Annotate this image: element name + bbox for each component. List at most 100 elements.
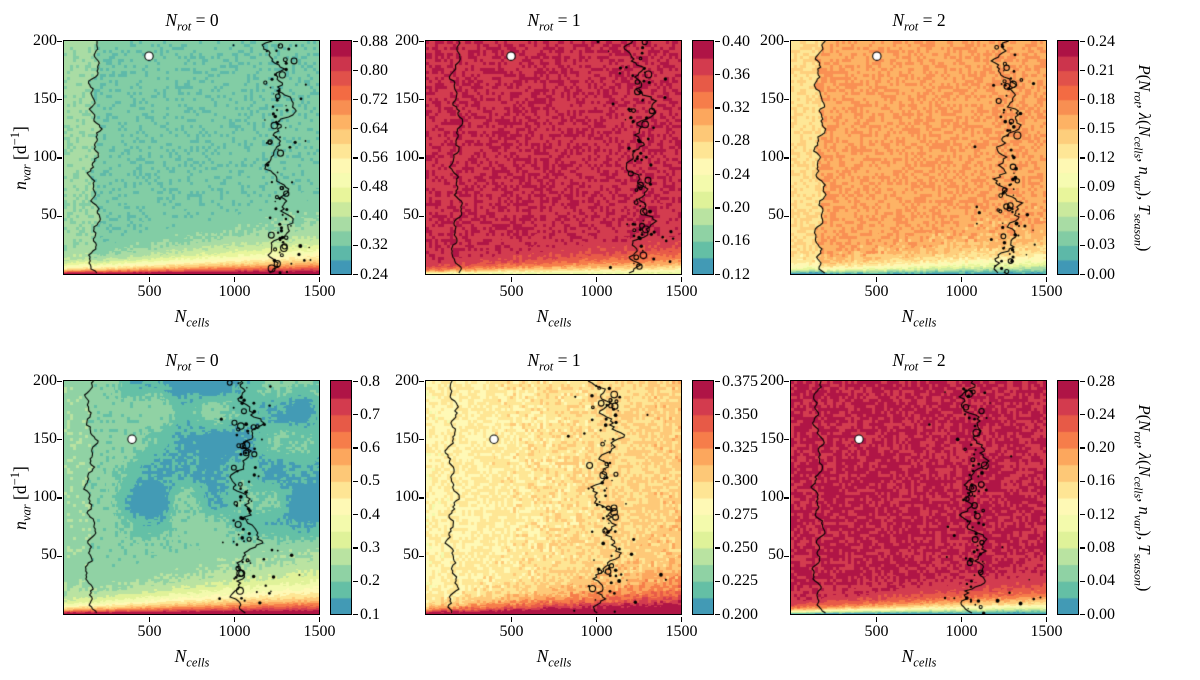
colorbar-label-part: T [1135, 204, 1154, 214]
colorbar-label-part: N [1135, 125, 1154, 137]
y-tick [56, 99, 62, 101]
colorbar-tick-label: 0.08 [1087, 538, 1115, 556]
panel-title: Nrot = 0 [165, 10, 219, 34]
y-tick [56, 497, 62, 499]
colorbar-tick-label: 0.36 [722, 65, 750, 83]
x-tick-label: 500 [864, 283, 889, 300]
x-axis-label: Ncells [901, 306, 937, 330]
colorbar-tick [1080, 99, 1085, 101]
colorbar-tick [353, 414, 358, 416]
x-tick-label: 1000 [580, 623, 613, 640]
colorbar-canvas [692, 40, 714, 275]
colorbar-tick-label: 0.1 [360, 605, 380, 623]
y-tick-label: 50 [768, 206, 784, 224]
y-tick-label: 200 [760, 371, 784, 389]
heatmap-canvas [425, 380, 682, 615]
colorbar-tick [715, 174, 720, 176]
y-tick-label: 150 [33, 89, 57, 107]
colorbar-tick-label: 0.03 [1087, 236, 1115, 254]
colorbar-tick-label: 0.56 [360, 149, 388, 166]
x-tick [680, 616, 683, 622]
colorbar-tick-label: 0.88 [360, 32, 388, 50]
y-tick-label: 150 [395, 89, 419, 107]
panel-title: Nrot = 2 [892, 10, 946, 34]
colorbar-tick [353, 40, 358, 43]
x-tick-label: 500 [499, 623, 524, 640]
x-tick-label: 500 [137, 623, 162, 640]
colorbar-tick-label: 0.24 [722, 165, 750, 183]
colorbar-tick-label: 0.24 [1087, 405, 1115, 423]
colorbar-label-part: N [1135, 80, 1154, 92]
y-tick-label: 200 [395, 371, 419, 389]
colorbar-tick [1080, 380, 1085, 383]
y-tick [783, 215, 789, 217]
x-tick-label: 500 [499, 283, 524, 300]
colorbar-tick [715, 273, 720, 276]
x-axis-label: Ncells [536, 306, 572, 330]
colorbar-tick [1080, 414, 1085, 416]
colorbar-label-part: cells [1131, 136, 1146, 159]
colorbar-tick-label: 0.16 [1087, 472, 1115, 490]
colorbar-tick [715, 414, 720, 416]
x-tick [148, 616, 151, 622]
colorbar-tick [715, 580, 720, 582]
panel-title: Nrot = 1 [527, 350, 581, 374]
colorbar-tick-label: 0.300 [722, 472, 758, 490]
y-tick-label: 100 [395, 148, 419, 165]
y-tick-label: 200 [33, 371, 57, 389]
x-tick [960, 616, 963, 622]
y-tick [783, 99, 789, 101]
colorbar-tick [353, 244, 358, 246]
colorbar-label-part: rot [1131, 431, 1146, 445]
colorbar-tick-label: 0.72 [360, 90, 388, 108]
colorbar-tick [353, 273, 358, 276]
y-tick-label: 100 [33, 488, 57, 505]
colorbar-label-part: season [1131, 553, 1146, 586]
y-tick [783, 157, 789, 159]
y-tick-label: 200 [760, 31, 784, 49]
colorbar-tick-label: 0.15 [1087, 119, 1115, 137]
x-tick-label: 1500 [1030, 623, 1063, 640]
x-tick [510, 276, 513, 282]
colorbar-tick-label: 0.250 [722, 538, 758, 556]
heatmap-canvas [425, 40, 682, 275]
y-tick [56, 157, 62, 159]
colorbar-tick-label: 0.275 [722, 505, 758, 523]
colorbar-tick [353, 613, 358, 616]
x-tick [875, 616, 878, 622]
y-tick [418, 497, 424, 499]
y-tick-label: 100 [760, 148, 784, 165]
colorbar-tick-label: 0.4 [360, 505, 380, 523]
colorbar-tick-label: 0.32 [722, 99, 750, 117]
colorbar-label-part: N [1135, 420, 1154, 432]
colorbar-tick [715, 207, 720, 209]
colorbar-tick [1080, 547, 1085, 549]
colorbar-tick [1080, 580, 1085, 582]
colorbar-tick-label: 0.7 [360, 405, 380, 423]
y-tick [418, 380, 424, 383]
colorbar-tick-label: 0.18 [1087, 90, 1115, 108]
colorbar-label-part: , [1135, 444, 1154, 453]
colorbar-tick-label: 0.225 [722, 572, 758, 590]
x-axis-label: Ncells [901, 646, 937, 670]
y-tick-label: 50 [41, 206, 57, 224]
colorbar-tick-label: 0.20 [1087, 439, 1115, 457]
colorbar-tick [353, 70, 358, 72]
colorbar-canvas [330, 380, 352, 615]
colorbar-tick [715, 480, 720, 482]
colorbar-tick [1080, 514, 1085, 516]
colorbar-tick-label: 0.21 [1087, 61, 1115, 79]
colorbar-tick-label: 0.64 [360, 119, 388, 137]
y-tick-label: 150 [395, 429, 419, 447]
y-tick [56, 215, 62, 217]
y-tick [418, 215, 424, 217]
colorbar-tick-label: 0.350 [722, 405, 758, 423]
colorbar-axis-label: P(Nrot, λ(Ncells, nvar), Tseason) [1130, 358, 1154, 638]
x-tick [510, 616, 513, 622]
colorbar-label-part: season [1131, 213, 1146, 246]
colorbar-tick [353, 447, 358, 449]
colorbar-tick-label: 0.3 [360, 538, 380, 556]
x-tick [1045, 616, 1048, 622]
colorbar-tick [1080, 613, 1085, 616]
colorbar-tick [353, 215, 358, 217]
